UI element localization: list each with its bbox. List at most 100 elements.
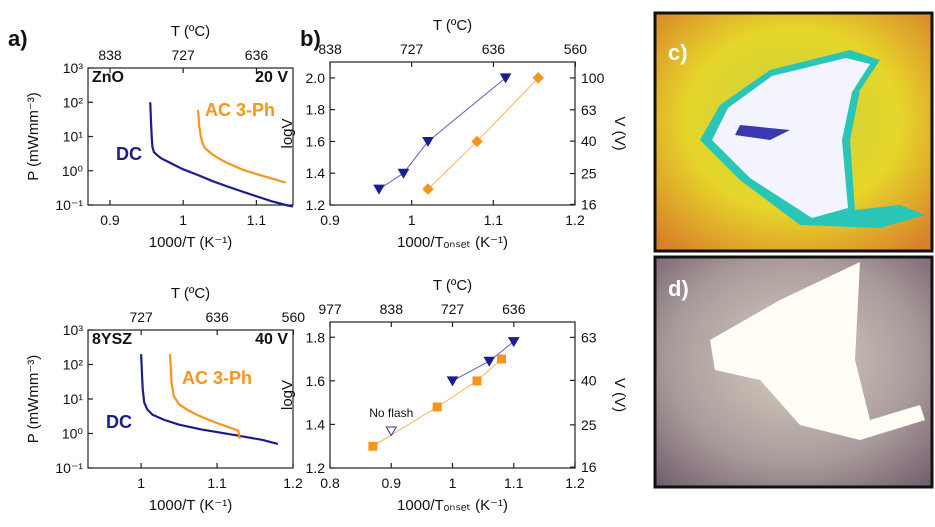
series-label: AC 3-Ph — [205, 100, 275, 120]
marker — [507, 337, 520, 348]
y2-axis-title: V (V) — [611, 116, 628, 150]
x2-axis-title: T (ºC) — [171, 285, 210, 302]
x-tick-label: 1 — [179, 212, 187, 228]
x2-tick-label: 838 — [318, 41, 342, 57]
x-axis-title: 1000/T (K⁻¹) — [149, 234, 233, 251]
x-tick-label: 0.8 — [320, 475, 340, 491]
panel-label: c) — [668, 40, 688, 65]
y-tick-label: 10³ — [63, 322, 84, 338]
x2-tick-label: 838 — [98, 47, 122, 63]
y2-tick-label: 25 — [581, 417, 597, 433]
marker — [471, 135, 483, 148]
y-tick-label: 1.4 — [306, 165, 326, 181]
marker — [422, 136, 434, 147]
marker — [472, 376, 482, 386]
series-line — [168, 354, 241, 440]
y-tick-label: 10¹ — [63, 391, 84, 407]
marker — [422, 183, 434, 195]
x-tick-label: 1 — [408, 212, 416, 228]
y-axis-title: logV — [279, 118, 296, 148]
x-tick-label: 1.1 — [247, 212, 267, 228]
y-tick-label: 10² — [63, 357, 84, 373]
x2-axis-title: T (ºC) — [433, 277, 472, 294]
annotation: 20 V — [255, 69, 288, 86]
y-tick-label: 1.2 — [306, 197, 326, 213]
y-axis-title: logV — [279, 380, 296, 410]
y-tick-label: 1.6 — [306, 133, 326, 149]
y-tick-label: 10⁰ — [62, 163, 84, 179]
y2-tick-label: 63 — [581, 329, 597, 345]
x-tick-label: 1 — [137, 475, 145, 491]
marker — [446, 376, 459, 387]
annotation: 8YSZ — [92, 331, 132, 348]
x-tick-label: 1.1 — [207, 475, 227, 491]
y2-tick-label: 16 — [581, 196, 597, 212]
x-tick-label: 1.2 — [283, 475, 303, 491]
y2-tick-label: 16 — [581, 459, 597, 475]
series-label: DC — [116, 144, 142, 164]
image-d: d) — [653, 255, 934, 489]
y-axis-title: P (mWmm⁻³) — [25, 355, 42, 443]
x2-tick-label: 977 — [318, 301, 342, 317]
plot-frame — [329, 321, 576, 469]
y-tick-label: 1.8 — [306, 102, 326, 118]
x2-tick-label: 636 — [482, 41, 506, 57]
series-label: DC — [106, 412, 132, 432]
x2-tick-label: 636 — [245, 47, 269, 63]
annotation: 40 V — [255, 331, 288, 348]
y-tick-label: 1.4 — [306, 416, 326, 432]
x2-axis-title: T (ºC) — [433, 17, 472, 34]
x-tick-label: 1.2 — [565, 475, 585, 491]
x2-tick-label: 838 — [380, 301, 404, 317]
marker — [373, 184, 385, 195]
fit-line — [427, 77, 539, 190]
marker — [497, 354, 506, 364]
x-tick-label: 1.2 — [565, 212, 585, 228]
marker — [385, 426, 398, 437]
fit-line — [372, 358, 502, 447]
x2-tick-label: 727 — [400, 41, 424, 57]
plot-frame — [87, 329, 294, 469]
y-tick-label: 2.0 — [306, 70, 326, 86]
y-tick-label: 10¹ — [63, 129, 84, 145]
point-label: No flash — [369, 406, 413, 420]
y-tick-label: 1.2 — [306, 460, 326, 476]
x2-axis-title: T (ºC) — [171, 23, 210, 40]
marker — [397, 168, 410, 179]
series-line — [196, 109, 286, 184]
x2-tick-label: 636 — [205, 309, 229, 325]
x-tick-label: 1.1 — [504, 475, 524, 491]
x-axis-title: 1000/Tₒₙₛₑₜ (K⁻¹) — [397, 497, 508, 514]
x-tick-label: 1.1 — [484, 212, 504, 228]
y2-tick-label: 40 — [581, 372, 597, 388]
y-tick-label: 1.6 — [306, 373, 326, 389]
marker — [499, 73, 512, 84]
fit-line — [378, 77, 506, 190]
y-tick-label: 10⁰ — [62, 426, 84, 442]
x-tick-label: 1 — [449, 475, 457, 491]
x-tick-label: 0.9 — [382, 475, 402, 491]
y2-tick-label: 40 — [581, 133, 597, 149]
x2-tick-label: 727 — [129, 309, 153, 325]
x2-tick-label: 560 — [564, 41, 588, 57]
y2-tick-label: 25 — [581, 166, 597, 182]
series-label: AC 3-Ph — [182, 368, 252, 388]
series-line — [149, 102, 294, 208]
panel-label: b) — [300, 26, 321, 51]
x2-tick-label: 727 — [171, 47, 195, 63]
x-axis-title: 1000/Tₒₙₛₑₜ (K⁻¹) — [397, 234, 508, 251]
panel-label: a) — [8, 26, 28, 51]
y2-tick-label: 63 — [581, 102, 597, 118]
panel-label: d) — [668, 276, 689, 301]
y2-axis-title: V (V) — [611, 378, 628, 412]
y-tick-label: 10³ — [63, 60, 84, 76]
y-axis-title: P (mWmm⁻³) — [25, 92, 42, 180]
image-c: c) — [653, 11, 934, 253]
plot-frame — [87, 67, 294, 206]
x2-tick-label: 636 — [502, 301, 526, 317]
annotation: ZnO — [92, 69, 124, 86]
y-tick-label: 10² — [63, 94, 84, 110]
plot-frame — [329, 61, 576, 206]
marker — [432, 402, 442, 412]
